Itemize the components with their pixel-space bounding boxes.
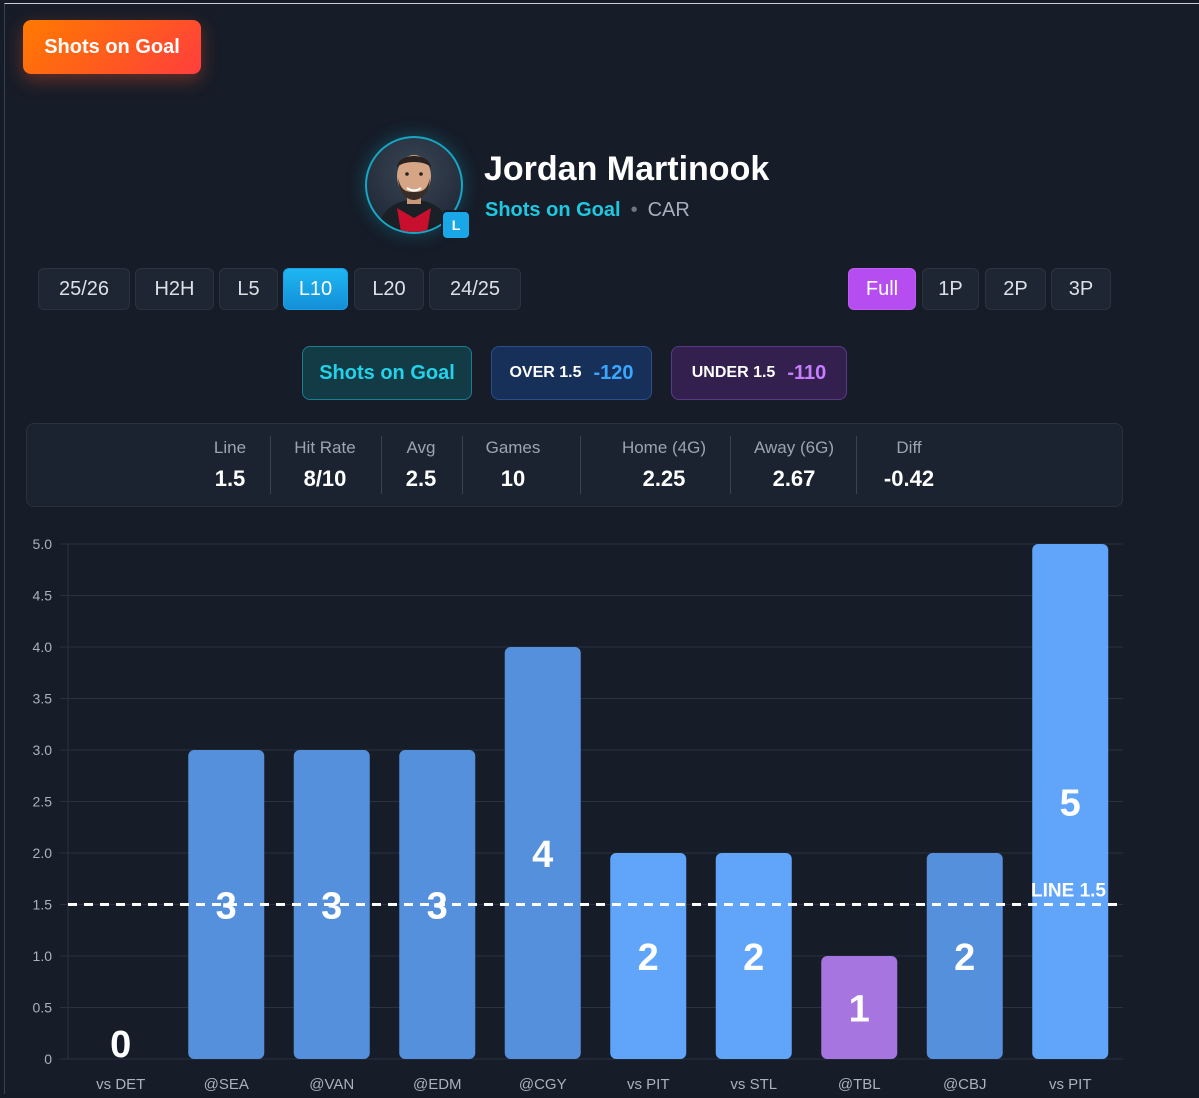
stat-home: Home (4G) 2.25 [609, 438, 719, 492]
x-category-label: vs DET [96, 1076, 145, 1093]
bar-value-label: 3 [321, 886, 342, 928]
bar-value-label: 4 [532, 834, 553, 876]
x-category-label: vs PIT [1049, 1076, 1092, 1093]
stat-away-label: Away (6G) [754, 438, 834, 457]
y-tick-label: 4.0 [33, 639, 53, 655]
prop-line-label: LINE 1.5 [1031, 881, 1106, 902]
stat-divider [730, 436, 731, 494]
bar [821, 956, 898, 1059]
bar [1032, 544, 1109, 1059]
x-category-label: @TBL [838, 1076, 881, 1093]
tab-range-25-26[interactable]: 25/26 [38, 268, 130, 310]
stat-diff: Diff -0.42 [869, 438, 949, 492]
x-category-label: @EDM [413, 1076, 462, 1093]
stat-divider [270, 436, 271, 494]
stat-avg-label: Avg [406, 438, 436, 457]
tab-period-2p[interactable]: 2P [985, 268, 1046, 310]
tab-range-h2h[interactable]: H2H [135, 268, 214, 310]
stat-diff-label: Diff [896, 438, 922, 457]
under-odds-value: -110 [787, 361, 827, 384]
over-odds-button[interactable]: OVER 1.5 -120 [491, 346, 652, 400]
tab-period-1p[interactable]: 1P [922, 268, 979, 310]
stat-avg-value: 2.5 [405, 466, 437, 491]
x-category-label: @CGY [519, 1076, 567, 1093]
bar-value-label: 3 [216, 886, 237, 928]
stat-divider [580, 436, 581, 494]
tab-range-l20[interactable]: L20 [354, 268, 424, 310]
x-category-label: @SEA [204, 1076, 249, 1093]
player-portrait-icon [377, 155, 451, 232]
stat-divider [856, 436, 857, 494]
under-odds-button[interactable]: UNDER 1.5 -110 [671, 346, 847, 400]
under-line-label: UNDER 1.5 [691, 364, 776, 381]
y-tick-label: 2.0 [33, 845, 53, 861]
stat-away-value: 2.67 [772, 466, 816, 491]
y-tick-label: 2.5 [33, 794, 53, 810]
over-line-label: OVER 1.5 [509, 364, 582, 381]
bar-value-label: 2 [954, 937, 975, 979]
stat-line: Line 1.5 [200, 438, 260, 492]
y-tick-label: 3.5 [33, 691, 53, 707]
tab-range-24-25[interactable]: 24/25 [429, 268, 521, 310]
stat-away: Away (6G) 2.67 [739, 438, 849, 492]
separator-dot: • [630, 199, 638, 221]
stat-avg: Avg 2.5 [391, 438, 451, 492]
shoots-hand-badge: L [441, 210, 471, 240]
stat-games-value: 10 [500, 466, 526, 491]
bar-value-label: 2 [743, 937, 764, 979]
stat-home-value: 2.25 [642, 466, 686, 491]
tab-period-full[interactable]: Full [848, 268, 916, 310]
y-tick-label: 1.0 [33, 948, 53, 964]
y-tick-label: 0 [44, 1051, 52, 1067]
stat-hit-rate-value: 8/10 [303, 466, 347, 491]
x-category-label: vs PIT [627, 1076, 670, 1093]
stat-diff-value: -0.42 [883, 466, 935, 491]
tab-range-l5[interactable]: L5 [219, 268, 278, 310]
stat-divider [381, 436, 382, 494]
shots-bar-chart: 0 0.5 1.0 1.5 2.0 2.5 3.0 3.5 4.0 4.5 5.0 0 vs DET 3 @… [33, 536, 1123, 1093]
bar-value-label: 3 [427, 886, 448, 928]
x-category-label: vs STL [730, 1076, 777, 1093]
bar-value-label: 0 [110, 1024, 131, 1066]
y-tick-label: 5.0 [33, 536, 53, 552]
x-category-label: @CBJ [943, 1076, 987, 1093]
bar-value-label: 1 [849, 989, 870, 1031]
stat-line-value: 1.5 [214, 466, 246, 491]
player-market-label: Shots on Goal [485, 199, 621, 221]
stat-hit-rate-label: Hit Rate [294, 438, 356, 457]
tab-period-3p[interactable]: 3P [1051, 268, 1111, 310]
market-select-button[interactable]: Shots on Goal [302, 346, 472, 400]
player-avatar-container: L [365, 136, 471, 240]
stat-line-label: Line [213, 438, 247, 457]
stat-divider [462, 436, 463, 494]
market-tag-button[interactable]: Shots on Goal [23, 20, 201, 74]
stats-summary-bar: Line 1.5 Hit Rate 8/10 Avg 2.5 Games 10 … [26, 423, 1123, 507]
bar-value-label: 5 [1060, 783, 1081, 825]
y-tick-label: 3.0 [33, 742, 53, 758]
player-subtitle: Shots on Goal • CAR [485, 199, 690, 222]
bar-value-label: 2 [638, 937, 659, 979]
team-abbr: CAR [647, 199, 690, 221]
bar [504, 647, 581, 1059]
stat-games-label: Games [485, 438, 541, 457]
bar [188, 750, 265, 1059]
player-name: Jordan Martinook [484, 150, 770, 188]
y-tick-label: 0.5 [33, 1000, 53, 1016]
over-odds-value: -120 [593, 361, 634, 384]
x-category-label: @VAN [309, 1076, 354, 1093]
stat-home-label: Home (4G) [621, 438, 707, 457]
tab-range-l10[interactable]: L10 [283, 268, 348, 310]
y-tick-label: 1.5 [33, 897, 53, 913]
avatar [365, 136, 463, 234]
y-tick-label: 4.5 [33, 588, 53, 604]
stat-hit-rate: Hit Rate 8/10 [285, 438, 365, 492]
stat-games: Games 10 [473, 438, 553, 492]
